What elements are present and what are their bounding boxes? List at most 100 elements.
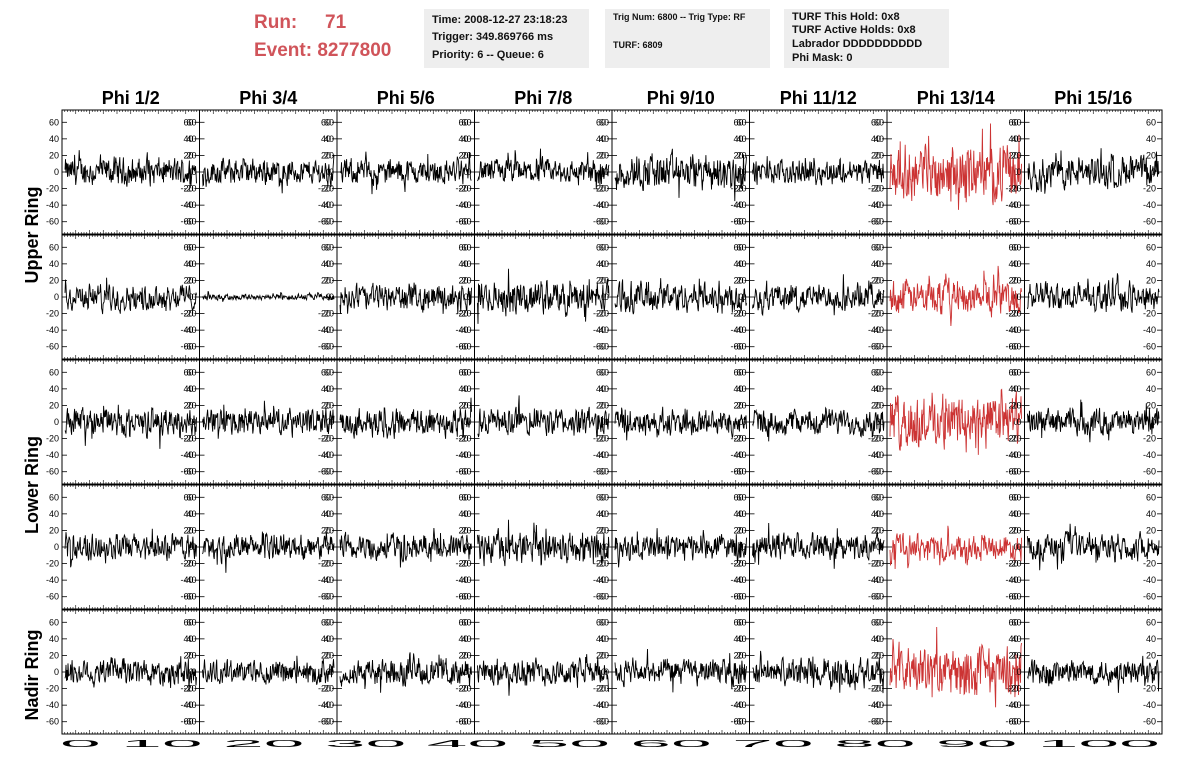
y-tick-label: 20 [1008, 400, 1018, 410]
y-tick-label: -40 [593, 325, 606, 335]
y-tick-label: 60 [321, 617, 331, 627]
y-tick-label: 40 [324, 259, 334, 269]
y-tick-label: 60 [1146, 367, 1156, 377]
y-tick-label: 40 [733, 384, 743, 394]
y-tick-label: -20 [871, 309, 884, 319]
y-tick-label: 40 [596, 134, 606, 144]
waveform-trace [889, 525, 1022, 570]
y-tick-label: -20 [458, 559, 471, 569]
y-tick-label: -20 [318, 184, 331, 194]
waveform-trace [614, 406, 747, 441]
waveform-trace [1027, 523, 1160, 571]
y-tick-label: -40 [321, 200, 334, 210]
y-tick-label: 0 [604, 667, 609, 677]
y-tick-label: 40 [1011, 134, 1021, 144]
y-tick-label: 40 [49, 384, 59, 394]
y-tick-label: 60 [49, 492, 59, 502]
y-tick-label: -60 [868, 717, 881, 727]
y-tick-label: -60 [1143, 592, 1156, 602]
y-tick-label: -60 [593, 342, 606, 352]
y-tick-label: 0 [879, 167, 884, 177]
y-tick-label: -20 [180, 309, 193, 319]
y-tick-label: -60 [183, 217, 196, 227]
y-tick-label: 20 [599, 525, 609, 535]
row-label: Nadir Ring [22, 629, 42, 720]
y-tick-label: 40 [321, 634, 331, 644]
y-tick-label: 60 [1146, 492, 1156, 502]
y-tick-label: 40 [599, 634, 609, 644]
y-tick-label: -20 [596, 184, 609, 194]
waveform-trace [752, 406, 885, 442]
y-tick-label: -60 [46, 217, 59, 227]
y-tick-label: -40 [868, 450, 881, 460]
y-tick-label: -40 [458, 200, 471, 210]
y-tick-label: -60 [180, 592, 193, 602]
y-tick-label: -60 [730, 467, 743, 477]
y-tick-label: 0 [741, 292, 746, 302]
y-tick-label: -40 [180, 575, 193, 585]
y-tick-label: 20 [736, 525, 746, 535]
y-tick-label: 20 [324, 400, 334, 410]
y-tick-label: 60 [871, 617, 881, 627]
y-tick-label: -60 [1143, 467, 1156, 477]
y-tick-label: 60 [458, 242, 468, 252]
y-tick-label: 40 [599, 509, 609, 519]
y-tick-label: -60 [593, 592, 606, 602]
y-tick-label: 0 [879, 292, 884, 302]
y-tick-label: -40 [868, 325, 881, 335]
y-tick-label: -20 [180, 559, 193, 569]
y-tick-label: -20 [733, 434, 746, 444]
waveform-trace [202, 154, 335, 194]
waveform-trace [64, 277, 197, 315]
time-text: Time: 2008-12-27 23:18:23 [432, 14, 568, 26]
y-tick-label: 40 [183, 259, 193, 269]
y-tick-label: 40 [871, 134, 881, 144]
y-tick-label: -40 [596, 700, 609, 710]
y-tick-label: 60 [1008, 117, 1018, 127]
y-tick-label: -40 [321, 325, 334, 335]
y-tick-label: -20 [183, 184, 196, 194]
y-tick-label: -20 [46, 434, 59, 444]
y-tick-label: -20 [1143, 559, 1156, 569]
y-tick-label: -60 [455, 217, 468, 227]
y-tick-label: 0 [604, 167, 609, 177]
y-tick-label: -60 [596, 717, 609, 727]
waveform-trace [614, 528, 747, 568]
y-tick-label: 0 [54, 417, 59, 427]
y-tick-label: 0 [876, 542, 881, 552]
y-tick-label: 20 [321, 525, 331, 535]
y-tick-label: -20 [868, 434, 881, 444]
y-tick-label: 0 [329, 667, 334, 677]
y-tick-label: -40 [871, 450, 884, 460]
y-tick-label: 40 [874, 259, 884, 269]
y-tick-label: 20 [324, 650, 334, 660]
y-tick-label: 40 [871, 634, 881, 644]
y-tick-label: -40 [46, 575, 59, 585]
y-tick-label: -40 [596, 200, 609, 210]
y-tick-label: -40 [318, 700, 331, 710]
y-tick-label: -40 [1143, 325, 1156, 335]
y-tick-label: -20 [593, 184, 606, 194]
y-tick-label: -20 [321, 434, 334, 444]
y-tick-label: -20 [730, 434, 743, 444]
y-tick-label: -40 [1005, 325, 1018, 335]
y-tick-label: 40 [736, 509, 746, 519]
y-tick-label: -40 [318, 575, 331, 585]
y-tick-label: 20 [49, 525, 59, 535]
y-tick-label: 40 [324, 634, 334, 644]
y-tick-label: -40 [321, 700, 334, 710]
y-tick-label: 20 [599, 275, 609, 285]
y-tick-label: 20 [461, 400, 471, 410]
y-tick-label: -20 [733, 309, 746, 319]
y-tick-label: -60 [868, 342, 881, 352]
y-tick-label: 40 [1146, 509, 1156, 519]
y-tick-label: 40 [183, 384, 193, 394]
y-tick-label: 20 [458, 400, 468, 410]
y-tick-label: 60 [736, 492, 746, 502]
y-tick-label: -60 [1008, 217, 1021, 227]
y-tick-label: 40 [1146, 134, 1156, 144]
y-tick-label: 0 [329, 292, 334, 302]
y-tick-label: 20 [736, 275, 746, 285]
y-tick-label: -20 [868, 559, 881, 569]
y-tick-label: 20 [596, 650, 606, 660]
